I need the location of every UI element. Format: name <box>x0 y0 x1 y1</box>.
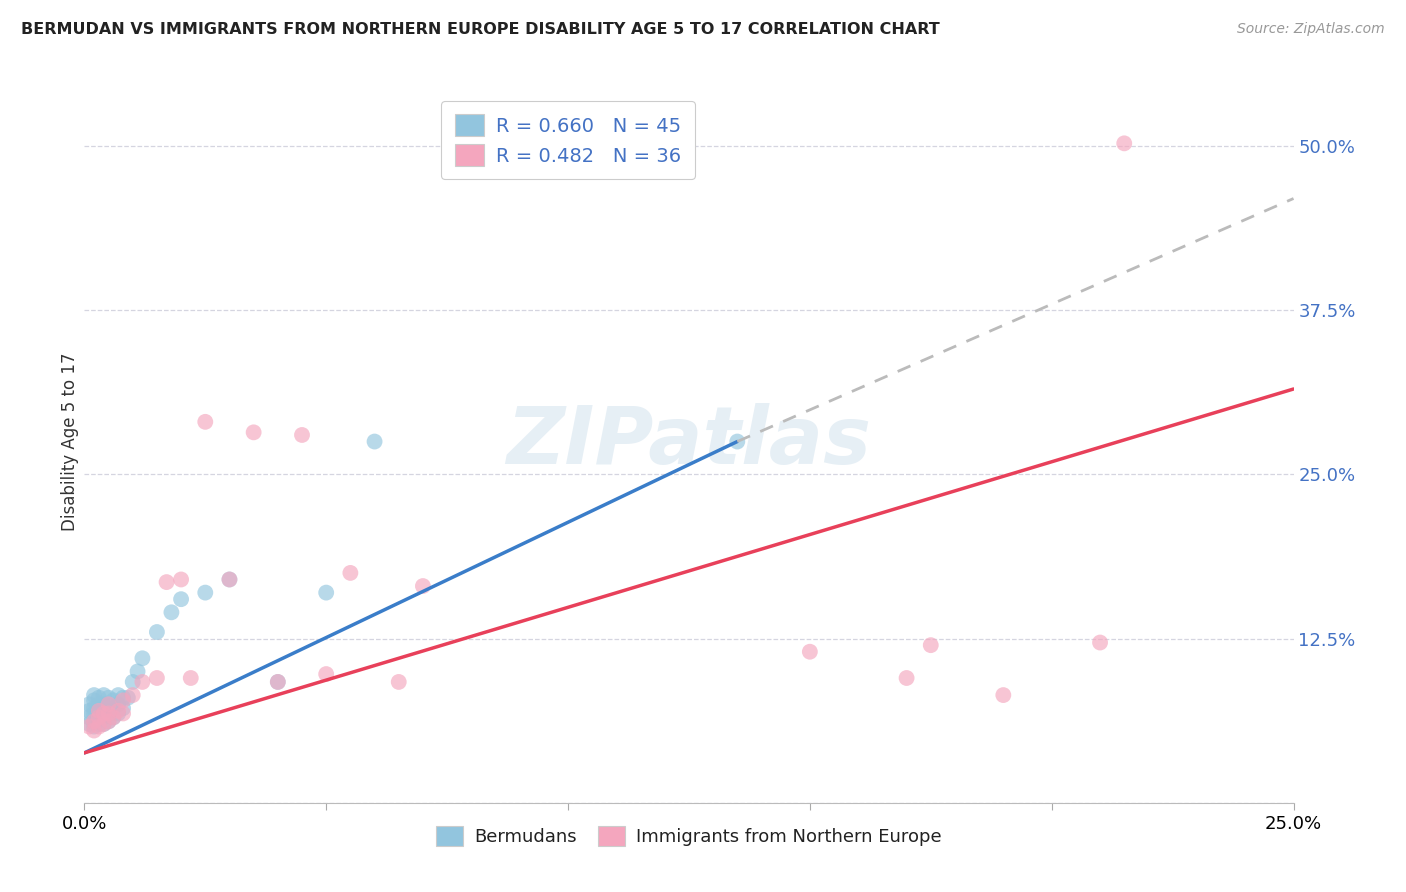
Point <box>218 573 240 587</box>
Point <box>93 698 115 712</box>
Point <box>363 434 385 449</box>
Text: ZIPatlas: ZIPatlas <box>506 402 872 481</box>
Point <box>117 690 139 705</box>
Point <box>993 688 1015 702</box>
Point <box>103 701 125 715</box>
Point <box>160 605 183 619</box>
Point <box>97 706 120 721</box>
Point <box>291 428 314 442</box>
Point <box>1088 635 1111 649</box>
Point <box>87 720 110 734</box>
Point <box>112 693 135 707</box>
Point <box>103 693 125 707</box>
Point <box>121 688 143 702</box>
Point <box>97 714 120 729</box>
Point <box>83 693 105 707</box>
Legend: Bermudans, Immigrants from Northern Europe: Bermudans, Immigrants from Northern Euro… <box>423 814 955 859</box>
Point <box>388 675 411 690</box>
Point <box>97 698 120 712</box>
Point <box>87 690 110 705</box>
Point <box>194 415 217 429</box>
Text: BERMUDAN VS IMMIGRANTS FROM NORTHERN EUROPE DISABILITY AGE 5 TO 17 CORRELATION C: BERMUDAN VS IMMIGRANTS FROM NORTHERN EUR… <box>21 22 939 37</box>
Point <box>218 573 240 587</box>
Point <box>112 706 135 721</box>
Point <box>77 717 100 731</box>
Point <box>107 698 129 712</box>
Point <box>267 675 290 690</box>
Point <box>170 573 193 587</box>
Point <box>83 714 105 729</box>
Point <box>77 710 100 724</box>
Point <box>920 638 942 652</box>
Point <box>83 723 105 738</box>
Point <box>194 585 217 599</box>
Point <box>725 434 748 449</box>
Point <box>93 710 115 724</box>
Point <box>131 675 153 690</box>
Point <box>127 665 149 679</box>
Point <box>77 698 100 712</box>
Point <box>93 717 115 731</box>
Y-axis label: Disability Age 5 to 17: Disability Age 5 to 17 <box>62 352 80 531</box>
Point <box>103 710 125 724</box>
Point <box>107 706 129 721</box>
Point <box>146 625 169 640</box>
Point <box>267 675 290 690</box>
Point <box>93 717 115 731</box>
Point <box>77 704 100 718</box>
Point <box>170 592 193 607</box>
Point <box>896 671 918 685</box>
Point <box>146 671 169 685</box>
Point <box>83 701 105 715</box>
Point <box>87 698 110 712</box>
Point <box>799 645 821 659</box>
Point <box>242 425 264 440</box>
Point <box>97 706 120 721</box>
Point <box>112 701 135 715</box>
Point <box>412 579 434 593</box>
Point <box>315 667 337 681</box>
Point <box>87 704 110 718</box>
Point <box>87 717 110 731</box>
Point <box>112 690 135 705</box>
Point <box>97 690 120 705</box>
Point <box>180 671 202 685</box>
Point <box>93 706 115 721</box>
Point <box>87 710 110 724</box>
Point <box>131 651 153 665</box>
Point <box>315 585 337 599</box>
Point <box>339 566 361 580</box>
Point <box>83 688 105 702</box>
Point <box>83 706 105 721</box>
Point <box>87 704 110 718</box>
Point <box>1114 136 1136 151</box>
Point <box>93 688 115 702</box>
Point <box>77 720 100 734</box>
Point <box>83 720 105 734</box>
Point <box>83 714 105 729</box>
Point <box>93 704 115 718</box>
Point <box>107 688 129 702</box>
Point <box>121 675 143 690</box>
Point <box>155 575 177 590</box>
Text: Source: ZipAtlas.com: Source: ZipAtlas.com <box>1237 22 1385 37</box>
Point <box>87 710 110 724</box>
Point <box>107 704 129 718</box>
Point <box>103 710 125 724</box>
Point <box>97 714 120 729</box>
Point <box>97 698 120 713</box>
